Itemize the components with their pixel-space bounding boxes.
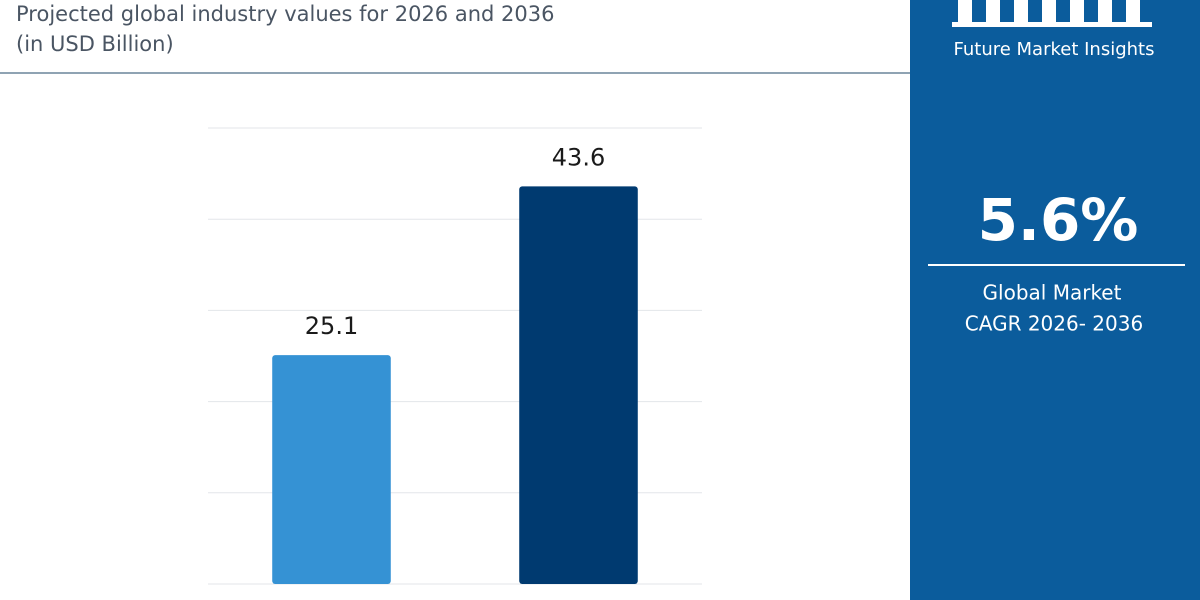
logo-icon — [952, 0, 1152, 27]
chart-subtitle: (in USD Billion) — [16, 32, 174, 56]
plot: 25.1 43.6 — [208, 127, 702, 585]
cagr-caption: CAGR 2026- 2036 — [965, 312, 1143, 336]
cagr-caption: Global Market — [983, 281, 1122, 305]
bar — [272, 355, 391, 584]
cagr-value: 5.6% — [978, 186, 1139, 254]
chart-title: Projected global industry values for 202… — [16, 2, 554, 26]
sidebar — [910, 0, 1200, 600]
data-label: 25.1 — [305, 312, 358, 340]
bar — [519, 186, 638, 585]
brand-name: Future Market Insights — [953, 39, 1154, 60]
data-label: 43.6 — [552, 143, 605, 171]
